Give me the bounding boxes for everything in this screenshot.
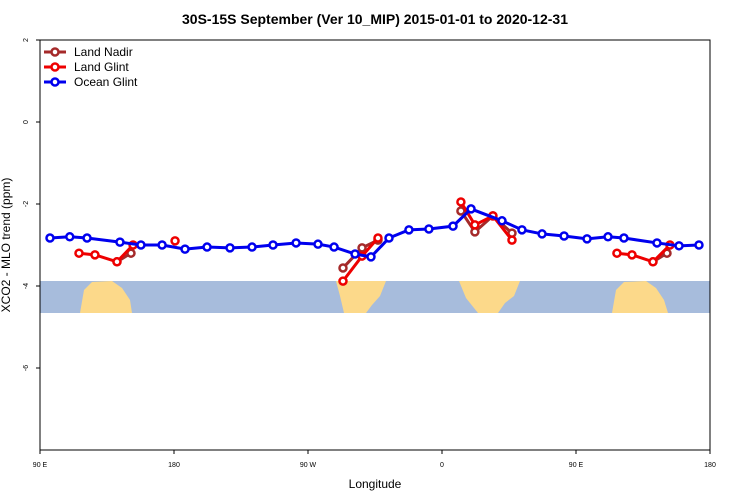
point <box>366 252 376 262</box>
point <box>652 238 662 248</box>
point <box>373 233 383 243</box>
point <box>338 276 348 286</box>
point <box>74 248 84 258</box>
point <box>350 249 360 259</box>
point <box>126 248 136 258</box>
point <box>674 241 684 251</box>
y-tick-label: -6 <box>23 365 30 371</box>
series-line <box>49 207 700 259</box>
point <box>384 233 394 243</box>
point <box>424 224 434 234</box>
point <box>470 220 480 230</box>
point <box>202 242 212 252</box>
y-tick-label: 0 <box>23 120 30 124</box>
point <box>404 225 414 235</box>
point <box>157 240 167 250</box>
point <box>170 236 180 246</box>
point <box>456 206 466 216</box>
point <box>112 257 122 267</box>
point <box>65 232 75 242</box>
point <box>466 204 476 214</box>
point <box>612 248 622 258</box>
point <box>291 238 301 248</box>
x-tick-label: 90 W <box>300 462 317 469</box>
y-tick-label: -4 <box>23 283 30 289</box>
legend-marker <box>50 62 60 72</box>
x-tick-label: 0 <box>440 462 444 469</box>
chart-title: 30S-15S September (Ver 10_MIP) 2015-01-0… <box>182 11 568 27</box>
legend-label: Ocean Glint <box>74 75 138 89</box>
point <box>456 197 466 207</box>
point <box>537 229 547 239</box>
point <box>648 257 658 267</box>
point <box>329 242 339 252</box>
x-tick-label: 180 <box>168 462 180 469</box>
x-tick-label: 90 E <box>33 462 48 469</box>
point <box>619 233 629 243</box>
series-line <box>78 201 672 282</box>
point <box>115 237 125 247</box>
point <box>517 225 527 235</box>
point <box>45 233 55 243</box>
legend-marker <box>50 47 60 57</box>
point <box>603 232 613 242</box>
x-tick-label: 90 E <box>569 462 584 469</box>
point <box>559 231 569 241</box>
point <box>90 250 100 260</box>
x-axis-label: Longitude <box>349 477 402 491</box>
point <box>180 244 190 254</box>
point <box>82 233 92 243</box>
plot-frame <box>39 39 711 451</box>
legend-label: Land Glint <box>74 60 129 74</box>
point <box>507 235 517 245</box>
point <box>268 240 278 250</box>
legend-marker <box>50 77 60 87</box>
x-tick-label: 180 <box>704 462 716 469</box>
y-tick-label: 2 <box>23 38 30 42</box>
point <box>225 243 235 253</box>
point <box>694 240 704 250</box>
point <box>136 240 146 250</box>
point <box>627 250 637 260</box>
point <box>448 221 458 231</box>
point <box>582 234 592 244</box>
point <box>497 216 507 226</box>
y-axis-label: XCO2 - MLO trend (ppm) <box>0 178 13 313</box>
point <box>247 242 257 252</box>
point <box>357 243 367 253</box>
map-band <box>40 281 710 313</box>
point <box>313 239 323 249</box>
point <box>338 263 348 273</box>
legend-label: Land Nadir <box>74 45 133 59</box>
y-tick-label: -2 <box>23 201 30 207</box>
